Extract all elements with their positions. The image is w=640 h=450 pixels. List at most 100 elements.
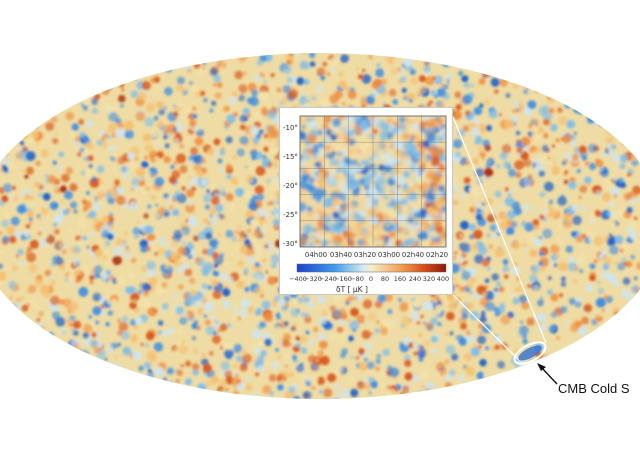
sky-texture-blob [605, 126, 615, 136]
sky-texture-blob [178, 284, 184, 290]
sky-texture-blob [541, 145, 549, 152]
sky-texture-blob [246, 228, 251, 234]
sky-texture-blob [366, 361, 375, 370]
sky-texture-blob [15, 130, 24, 139]
sky-texture-blob [476, 225, 480, 230]
sky-texture-blob [118, 392, 123, 397]
sky-texture-blob [581, 316, 589, 325]
sky-texture-blob [201, 283, 208, 290]
sky-texture-blob [222, 300, 231, 309]
sky-texture-blob [607, 398, 613, 399]
sky-texture-blob [8, 132, 18, 142]
sky-texture-blob [308, 339, 314, 345]
sky-texture-blob [347, 90, 357, 100]
sky-texture-blob [231, 236, 237, 242]
sky-texture-blob [144, 143, 154, 153]
sky-texture-blob [219, 323, 228, 332]
sky-texture-blob [146, 406, 150, 410]
sky-texture-blob [14, 376, 25, 387]
sky-texture-blob [624, 73, 632, 81]
sky-texture-blob [474, 381, 483, 390]
sky-texture-blob [306, 300, 315, 309]
sky-texture-blob [101, 215, 110, 224]
sky-texture-blob [536, 312, 546, 323]
sky-texture-blob [423, 65, 431, 73]
sky-texture-blob [163, 193, 169, 199]
sky-texture-blob [59, 387, 63, 391]
sky-texture-blob [164, 64, 173, 73]
sky-texture-blob [46, 106, 52, 112]
sky-texture-blob [317, 295, 326, 304]
sky-texture-blob [137, 394, 148, 399]
sky-texture-blob [86, 82, 91, 87]
sky-texture-blob [311, 385, 316, 391]
sky-texture-blob [11, 384, 16, 389]
sky-texture-blob [538, 106, 548, 116]
sky-texture-blob [622, 346, 630, 354]
sky-texture-blob [557, 107, 563, 113]
sky-texture-blob [584, 176, 592, 185]
sky-texture-blob [201, 352, 207, 358]
sky-texture-blob [144, 283, 151, 290]
sky-texture-blob [144, 361, 152, 369]
sky-texture-blob [502, 53, 509, 59]
sky-texture-blob [362, 68, 366, 73]
colorbar-tick: 0 [368, 275, 374, 283]
sky-texture-blob [596, 369, 606, 379]
sky-texture-blob [166, 367, 174, 375]
sky-texture-blob [17, 248, 24, 256]
sky-texture-blob [611, 211, 617, 217]
sky-texture-blob [142, 230, 146, 234]
sky-texture-blob [34, 94, 44, 103]
sky-texture-blob [433, 395, 443, 399]
sky-texture-blob [543, 300, 552, 308]
sky-texture-blob [554, 253, 560, 258]
sky-texture-blob [503, 65, 510, 72]
sky-texture-blob [129, 382, 133, 387]
sky-texture-blob [157, 330, 163, 335]
sky-texture-blob [55, 257, 64, 266]
sky-texture-blob [167, 401, 170, 404]
sky-texture-blob [291, 342, 296, 346]
sky-texture-blob [30, 374, 35, 379]
sky-texture-blob [470, 390, 476, 396]
sky-texture-blob [89, 231, 95, 237]
sky-texture-blob [389, 53, 396, 58]
sky-texture-blob [541, 377, 549, 385]
sky-texture-blob [150, 66, 156, 72]
sky-texture-blob [575, 104, 586, 115]
sky-texture-blob [105, 344, 115, 354]
sky-texture-blob [186, 189, 195, 198]
sky-texture-blob [338, 80, 347, 89]
sky-texture-blob [566, 363, 571, 369]
sky-texture-blob [401, 101, 408, 108]
sky-texture-blob [520, 320, 524, 324]
sky-texture-blob [78, 221, 86, 229]
sky-texture-blob [95, 332, 101, 339]
sky-texture-blob [499, 77, 509, 87]
sky-texture-blob [595, 341, 605, 350]
sky-texture-blob [598, 287, 605, 294]
sky-texture-blob [11, 185, 16, 190]
sky-texture-blob [460, 322, 467, 330]
sky-texture-blob [550, 311, 558, 318]
sky-texture-blob [435, 405, 442, 412]
sky-texture-blob [586, 182, 591, 187]
sky-texture-blob [562, 64, 571, 72]
sky-texture-blob [361, 74, 372, 84]
colorbar-tick: −400 [289, 275, 307, 283]
sky-texture-blob [543, 118, 550, 126]
sky-texture-blob [139, 283, 144, 288]
sky-texture-blob [14, 341, 21, 347]
sky-texture-blob [115, 238, 125, 248]
sky-texture-blob [320, 326, 324, 330]
sky-texture-blob [143, 225, 153, 235]
sky-texture-blob [443, 390, 450, 397]
sky-texture-blob [246, 255, 255, 265]
sky-texture-blob [560, 281, 567, 287]
sky-texture-blob [630, 254, 636, 260]
sky-texture-blob [189, 81, 194, 86]
sky-texture-blob [205, 326, 215, 336]
sky-texture-blob [231, 90, 239, 98]
sky-texture-blob [443, 84, 449, 90]
